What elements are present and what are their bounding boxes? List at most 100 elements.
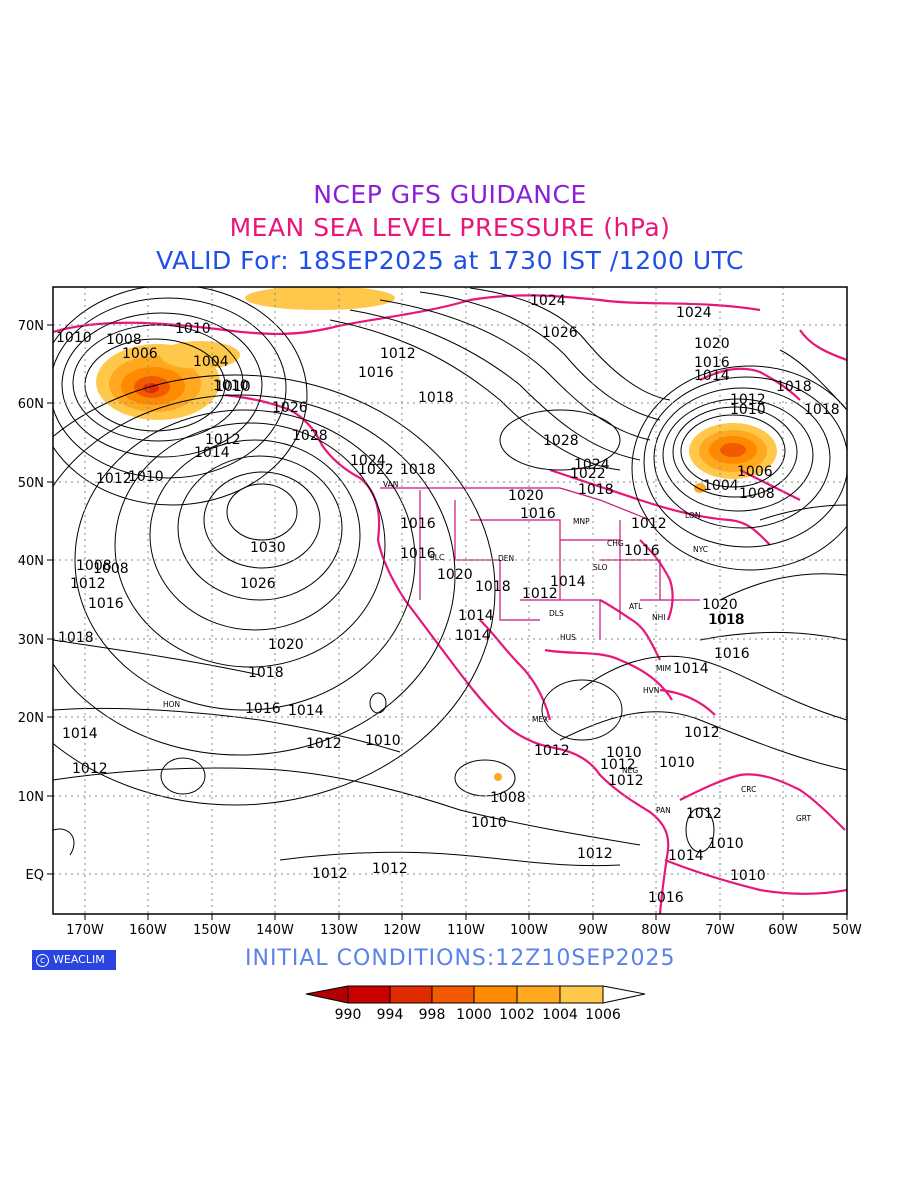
isobar-label: 1022 [358,462,394,478]
isobar-label: 1024 [530,293,566,309]
isobar-label: 1016 [88,596,124,612]
isobar-label: 1012 [70,576,106,592]
isobar-label: 1012 [730,392,766,408]
colorbar-bin [389,985,433,1004]
isobar-label: 1008 [490,790,526,806]
isobar-label: 1012 [631,516,667,532]
low-pressure-shading-labrador [689,423,777,493]
isobar-label: 1014 [194,445,230,461]
lat-label: 20N [18,711,44,726]
isobar-label: 1008 [76,558,112,574]
city-label: SLC [430,553,444,562]
isobar-label: 1014 [673,661,709,677]
isobar-label: 1026 [542,325,578,341]
city-labels: HON VAN SLC DEN MNP CHG SLO NYC ATL NHI … [163,480,811,823]
city-label: HUS [560,633,576,642]
isobar-label: 1020 [694,336,730,352]
lat-label: 30N [18,633,44,648]
isobar-label: 1028 [292,428,328,444]
isobar-label: 1012 [600,757,636,773]
isobar-label: 1010 [730,402,766,418]
isobar-label: 1028 [543,433,579,449]
lat-label: 70N [18,319,44,334]
isobar-label: 1012 [380,346,416,362]
city-label: MNP [573,517,590,526]
lon-label: 60W [768,923,798,938]
city-label: PAN [656,806,671,815]
colorbar-bin [559,985,604,1004]
copyright-icon: c [36,953,49,967]
isobar-label: 1016 [714,646,750,662]
map-area [53,287,847,914]
lon-label: 140W [256,923,294,938]
isobar-label: 1010 [215,379,251,395]
isobar-label: 1006 [122,346,158,362]
colorbar-label: 998 [419,1007,446,1023]
isobar-label: 1006 [737,464,773,480]
lat-label: 50N [18,476,44,491]
state-boundaries [380,487,700,640]
isobar-label: 1010 [659,755,695,771]
latitude-labels: 70N 60N 50N 40N 30N 20N 10N EQ [18,319,44,883]
lon-label: 100W [510,923,548,938]
isobar-label: 1018 [709,612,745,628]
city-label: MIM [656,664,671,673]
isobar-label: 1012 [577,846,613,862]
isobar-label: 1018 [804,402,840,418]
chart-title-variable: MEAN SEA LEVEL PRESSURE (hPa) [229,213,671,242]
city-label: LON [685,511,700,520]
colorbar-label: 1004 [542,1007,578,1023]
city-label: SLO [593,563,608,572]
city-label: GRT [796,814,811,823]
isobar-label: 1014 [550,574,586,590]
isobar-label: 1018 [776,379,812,395]
isobar-label: 1024 [350,453,386,469]
isobar-label: 1012 [608,773,644,789]
isobar-label: 1020 [508,488,544,504]
logo-text: WEACLIM [53,953,105,966]
isobar-label: 1018 [708,612,744,628]
arctic-shading [245,287,395,310]
lat-label: 40N [18,554,44,569]
isobar-label: 1012 [684,725,720,741]
isobar-label: 1024 [574,457,610,473]
isobar-label: 1010 [365,733,401,749]
city-label: HON [163,700,180,709]
isobar-label: 1020 [268,637,304,653]
small-low-shading [494,773,502,781]
isobar-label: 1016 [400,546,436,562]
isobar-label: 1018 [248,665,284,681]
city-label: HVN [643,686,659,695]
isobar-label: 1016 [624,543,660,559]
city-label: NYC [693,545,708,554]
colorbar-bin [473,985,518,1004]
isobar-label: 1010 [56,330,92,346]
isobar-label: 1012 [372,861,408,877]
isobar-label: 1020 [702,597,738,613]
isobar-label: 1014 [288,703,324,719]
isobar-label: 1014 [458,608,494,624]
city-label: MEX [532,715,548,724]
isobar-label: 1010 [606,745,642,761]
lon-label: 170W [66,923,104,938]
lon-label: 120W [383,923,421,938]
isobar-label: 1016 [520,506,556,522]
isobar-label: 1010 [708,836,744,852]
city-label: ATL [629,602,643,611]
isobar-label: 1018 [578,482,614,498]
city-label: NHI [652,613,665,622]
isobar-label: 1026 [272,400,308,416]
longitude-labels: 170W 160W 150W 140W 130W 120W 110W 100W … [66,923,862,938]
colorbar-bin [516,985,561,1004]
city-label: NEG [622,766,638,775]
isobar-label: 1010 [471,815,507,831]
isobar-label: 1012 [312,866,348,882]
isobar-label: 1030 [250,540,286,556]
isobar-label: 1004 [193,354,229,370]
chart-title-model: NCEP GFS GUIDANCE [313,180,587,209]
isobar-label: 1018 [418,390,454,406]
map-frame [52,286,848,915]
lon-label: 80W [641,923,671,938]
isobar-label: 1014 [455,628,491,644]
